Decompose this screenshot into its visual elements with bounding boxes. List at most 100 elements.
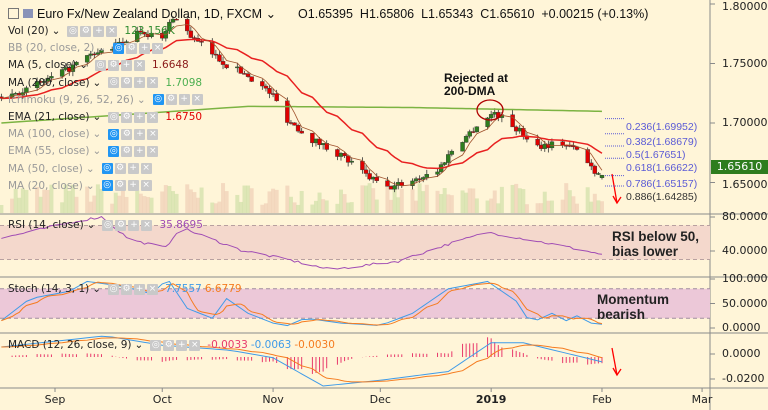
settings-icon[interactable]: ⚙ (121, 283, 133, 295)
indicator-legend[interactable]: MA (50, close) ⌄ ◎ ⚙ + × (8, 162, 152, 175)
settings-icon[interactable]: ⚙ (165, 94, 177, 106)
settings-icon[interactable]: ⚙ (115, 219, 127, 231)
plus-icon[interactable]: + (93, 25, 105, 37)
macd-legend[interactable]: MACD (12, 26, close, 9) ⌄ ◎ ⚙ + × -0.0033 -… (8, 339, 335, 351)
close-icon[interactable]: × (147, 111, 159, 123)
candle (138, 30, 144, 33)
settings-icon[interactable]: ⚙ (121, 111, 133, 123)
indicator-legend[interactable]: EMA (55, close) ⌄ ◎ ⚙ + × (8, 145, 159, 158)
hide-icon[interactable]: ◎ (108, 128, 120, 140)
settings-icon[interactable]: ⚙ (121, 77, 133, 89)
close-icon[interactable]: × (147, 283, 159, 295)
settings-icon[interactable]: ⚙ (80, 25, 92, 37)
indicator-legend[interactable]: MA (100, close) ⌄ ◎ ⚙ + × (8, 128, 159, 141)
close-icon[interactable]: × (189, 339, 201, 351)
hide-icon[interactable]: ◎ (95, 59, 106, 71)
hide-icon[interactable]: ◎ (152, 94, 164, 106)
plus-icon[interactable]: + (127, 163, 139, 175)
close-icon[interactable]: × (147, 145, 159, 157)
settings-icon[interactable]: ⚙ (126, 42, 138, 54)
plus-icon[interactable]: + (121, 59, 132, 71)
indicator-legend[interactable]: MA (20, close) ⌄ ◎ ⚙ + × (8, 179, 152, 192)
indicator-label: Ichimoku (9, 26, 52, 26) (8, 93, 134, 106)
volume-bar (235, 194, 240, 213)
close-icon[interactable]: × (191, 94, 203, 106)
candle (95, 52, 101, 55)
hide-icon[interactable]: ◎ (108, 145, 120, 157)
volume-bar (110, 203, 115, 213)
stoch-legend[interactable]: Stoch (14, 3, 1) ⌄ ◎ ⚙ + × 7.7557 6.6779 (8, 283, 242, 295)
indicator-legend[interactable]: BB (20, close, 2) ⌄ ◎ ⚙ + × (8, 42, 164, 55)
indicator-label: MA (5, close) (8, 59, 77, 72)
plus-icon[interactable]: + (134, 77, 146, 89)
candle (34, 81, 40, 88)
volume-bar (464, 192, 469, 213)
change-value: +0.00215 (+0.13%) (541, 6, 649, 21)
candle (249, 76, 254, 82)
volume-bar (95, 184, 100, 213)
indicator-legend[interactable]: MA (200, close) ⌄ ◎ ⚙ + × 1.7098 (8, 76, 203, 89)
candle (599, 175, 605, 178)
hide-icon[interactable]: ◎ (67, 25, 79, 37)
settings-icon[interactable]: ⚙ (121, 128, 133, 140)
hide-icon[interactable]: ◎ (108, 111, 120, 123)
plus-icon[interactable]: + (134, 111, 146, 123)
volume-bar (392, 185, 397, 213)
settings-icon[interactable]: ⚙ (163, 339, 175, 351)
settings-icon[interactable]: ⚙ (108, 59, 119, 71)
hide-icon[interactable]: ◎ (101, 180, 113, 192)
candle (224, 64, 229, 69)
candle (585, 149, 590, 164)
plus-icon[interactable]: + (176, 339, 188, 351)
close-icon[interactable]: × (106, 25, 118, 37)
settings-icon[interactable]: ⚙ (114, 163, 126, 175)
volume-bar (324, 200, 329, 213)
close-icon[interactable]: × (141, 219, 153, 231)
hide-icon[interactable]: ◎ (113, 42, 125, 54)
rsi-legend[interactable]: RSI (14, close) ⌄ ◎ ⚙ + × 35.8695 (8, 219, 203, 231)
hide-icon[interactable]: ◎ (102, 219, 114, 231)
candle (510, 114, 515, 128)
indicator-legend[interactable]: EMA (21, close) ⌄ ◎ ⚙ + × 1.6750 (8, 111, 203, 123)
plus-icon[interactable]: + (178, 94, 190, 106)
collapse-icon[interactable] (8, 8, 19, 19)
close-icon[interactable]: × (147, 77, 159, 89)
macd-hist-value: -0.0033 (207, 339, 248, 351)
volume-bar (521, 189, 526, 213)
volume-bar (149, 197, 154, 213)
volume-bar (92, 195, 97, 213)
settings-icon[interactable]: ⚙ (121, 145, 133, 157)
close-icon[interactable]: × (140, 180, 152, 192)
hide-icon[interactable]: ◎ (150, 339, 162, 351)
volume-bar (260, 204, 265, 213)
close-icon[interactable]: × (134, 59, 145, 71)
hide-icon[interactable]: ◎ (108, 283, 120, 295)
annotation-rejected: Rejected at 200-DMA (444, 71, 509, 98)
settings-icon[interactable]: ⚙ (114, 180, 126, 192)
rsi-tick-label: 80.0000 (722, 210, 768, 223)
plus-icon[interactable]: + (128, 219, 140, 231)
hide-icon[interactable]: ◎ (101, 163, 113, 175)
indicator-legend[interactable]: Vol (20) ⌄ ◎ ⚙ + × 123.156K (8, 25, 175, 37)
hide-icon[interactable]: ◎ (108, 77, 120, 89)
close-icon[interactable]: × (147, 128, 159, 140)
plus-icon[interactable]: + (139, 42, 151, 54)
indicator-legend[interactable]: Ichimoku (9, 26, 52, 26) ⌄ ◎ ⚙ + × (8, 93, 203, 106)
candle (260, 81, 265, 87)
volume-bar (0, 204, 4, 213)
symbol-title[interactable]: Euro Fx/New Zealand Dollan, 1D, FXCM ⌄ (8, 6, 276, 21)
bearish-arrow-head (612, 195, 622, 205)
plus-icon[interactable]: + (134, 283, 146, 295)
plus-icon[interactable]: + (127, 180, 139, 192)
stoch-d-line (1, 281, 603, 326)
plus-icon[interactable]: + (134, 128, 146, 140)
close-icon[interactable]: × (152, 42, 164, 54)
indicator-legend[interactable]: MA (5, close) ⌄ ◎ ⚙ + × 1.6648 (8, 59, 189, 72)
time-tick-label: Dec (369, 393, 391, 406)
plus-icon[interactable]: + (134, 145, 146, 157)
volume-bar (271, 188, 276, 213)
close-icon[interactable]: × (140, 163, 152, 175)
volume-bar (188, 189, 193, 213)
volume-bar (160, 191, 165, 213)
